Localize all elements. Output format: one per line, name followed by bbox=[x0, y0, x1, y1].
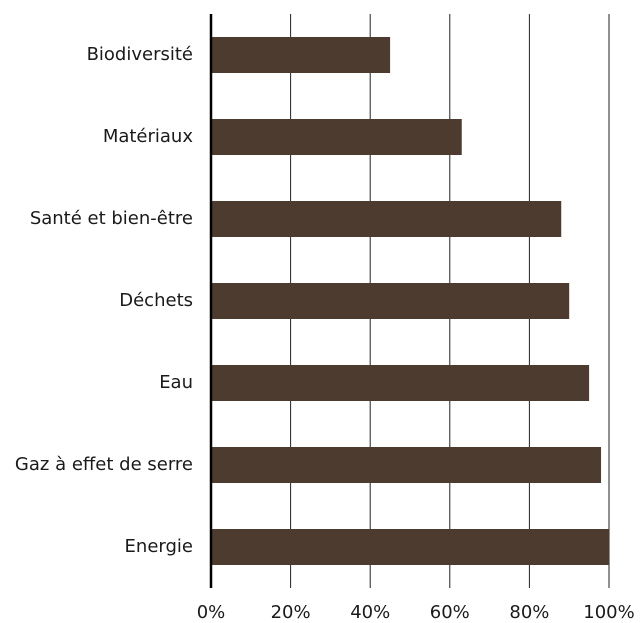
x-tick-label: 40% bbox=[350, 602, 390, 623]
x-tick-label: 80% bbox=[509, 602, 549, 623]
y-tick-label: Biodiversité bbox=[87, 44, 193, 65]
x-tick-label: 20% bbox=[271, 602, 311, 623]
y-tick-label: Gaz à effet de serre bbox=[15, 454, 193, 475]
x-tick-label: 0% bbox=[197, 602, 226, 623]
bar bbox=[211, 37, 391, 73]
bar bbox=[211, 529, 609, 565]
y-tick-label: Déchets bbox=[119, 290, 193, 311]
bar bbox=[211, 365, 590, 401]
bar bbox=[211, 283, 570, 319]
x-tick-label: 100% bbox=[583, 602, 634, 623]
y-tick-label: Santé et bien-être bbox=[30, 208, 193, 229]
y-tick-label: Energie bbox=[125, 536, 193, 557]
bar bbox=[211, 447, 602, 483]
y-tick-label: Matériaux bbox=[103, 126, 194, 147]
bar bbox=[211, 201, 562, 237]
bar bbox=[211, 119, 462, 155]
x-tick-label: 60% bbox=[430, 602, 470, 623]
y-tick-label: Eau bbox=[159, 372, 193, 393]
